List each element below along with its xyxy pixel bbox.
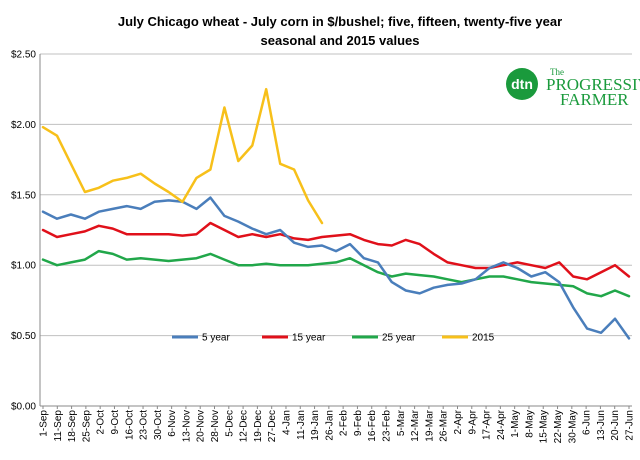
x-tick-label: 18-Sep — [67, 410, 78, 443]
x-tick-label: 9-Feb — [353, 410, 364, 437]
series-line-5-year — [41, 196, 631, 340]
chart-title-line-2: seasonal and 2015 values — [260, 33, 420, 48]
x-tick-label: 22-May — [553, 410, 564, 443]
logo-farmer-text: FARMER — [560, 90, 629, 109]
y-tick-label: $0.50 — [11, 331, 36, 342]
logo-dtn-text: dtn — [511, 76, 533, 92]
legend: 5 year 15 year 25 year 2015 — [172, 333, 495, 344]
x-tick-label: 8-May — [524, 410, 535, 438]
chart-title: July Chicago wheat - July corn in $/bush… — [60, 12, 620, 50]
legend-label: 25 year — [382, 333, 416, 344]
x-tick-label: 30-Oct — [153, 410, 164, 440]
x-tick-label: 19-Mar — [424, 409, 435, 441]
x-tick-label: 28-Nov — [210, 410, 221, 442]
series-line-15-year — [41, 221, 631, 281]
chart-title-line-1: July Chicago wheat - July corn in $/bush… — [117, 14, 563, 29]
x-tick-label: 11-Sep — [53, 410, 64, 442]
legend-label: 5 year — [202, 333, 230, 344]
x-tick-label: 9-Apr — [467, 409, 478, 434]
x-tick-label: 16-Feb — [367, 410, 378, 442]
x-tick-label: 13-Jun — [596, 410, 607, 441]
x-tick-label: 6-Jun — [582, 410, 593, 435]
x-tick-label: 30-May — [567, 410, 578, 443]
series-lines — [41, 87, 631, 340]
x-tick-label: 6-Nov — [167, 410, 178, 437]
y-tick-label: $2.00 — [11, 120, 36, 131]
dtn-logo-circle — [506, 68, 538, 100]
series-line-2015 — [41, 87, 324, 225]
x-tick-label: 15-May — [539, 410, 550, 443]
x-tick-label: 13-Nov — [181, 410, 192, 442]
x-tick-label: 12-Dec — [239, 410, 250, 442]
x-tick-label: 20-Nov — [196, 410, 207, 442]
y-tick-label: $2.50 — [11, 50, 36, 61]
y-axis-ticks: $0.00 $0.50 $1.00 $1.50 $2.00 $2.50 — [11, 50, 36, 413]
x-tick-label: 1-May — [510, 410, 521, 438]
dtn-progressive-farmer-logo: dtn The PROGRESSIVE FARMER — [506, 67, 640, 109]
y-tick-label: $1.00 — [11, 261, 36, 272]
y-tick-label: $1.50 — [11, 190, 36, 201]
x-tick-label: 1-Sep — [39, 410, 50, 437]
logo-progressive-text: PROGRESSIVE — [546, 75, 640, 94]
x-tick-label: 26-Jan — [324, 410, 335, 441]
x-tick-label: 25-Sep — [81, 410, 92, 443]
x-tick-label: 2-Apr — [453, 409, 464, 434]
x-tick-label: 4-Jan — [281, 410, 292, 435]
x-tick-label: 24-Apr — [496, 409, 507, 440]
x-tick-label: 16-Oct — [124, 410, 135, 440]
x-tick-label: 26-Mar — [439, 409, 450, 441]
x-tick-label: 17-Apr — [482, 409, 493, 440]
x-tick-label: 27-Jun — [625, 410, 636, 441]
y-tick-label: $0.00 — [11, 402, 36, 413]
gridlines — [40, 53, 632, 407]
logo-the-text: The — [550, 67, 564, 77]
x-tick-label: 5-Mar — [396, 409, 407, 436]
legend-label: 15 year — [292, 333, 326, 344]
x-tick-label: 12-Mar — [410, 409, 421, 441]
x-tick-label: 23-Feb — [382, 410, 393, 442]
x-tick-label: 2-Oct — [96, 410, 107, 435]
x-tick-label: 19-Dec — [253, 410, 264, 442]
x-tick-label: 9-Oct — [110, 410, 121, 435]
x-tick-label: 27-Dec — [267, 410, 278, 442]
x-tick-label: 20-Jun — [610, 410, 621, 441]
series-line-25-year — [41, 249, 631, 298]
x-tick-label: 5-Dec — [224, 410, 235, 437]
x-tick-label: 11-Jan — [296, 410, 307, 440]
legend-label: 2015 — [472, 333, 495, 344]
x-tick-label: 19-Jan — [310, 410, 321, 441]
x-tick-label: 2-Feb — [339, 410, 350, 437]
x-axis: 1-Sep 11-Sep 18-Sep 25-Sep 2-Oct 9-Oct 16-Oct 2… — [39, 54, 636, 443]
x-tick-label: 23-Oct — [139, 410, 150, 440]
